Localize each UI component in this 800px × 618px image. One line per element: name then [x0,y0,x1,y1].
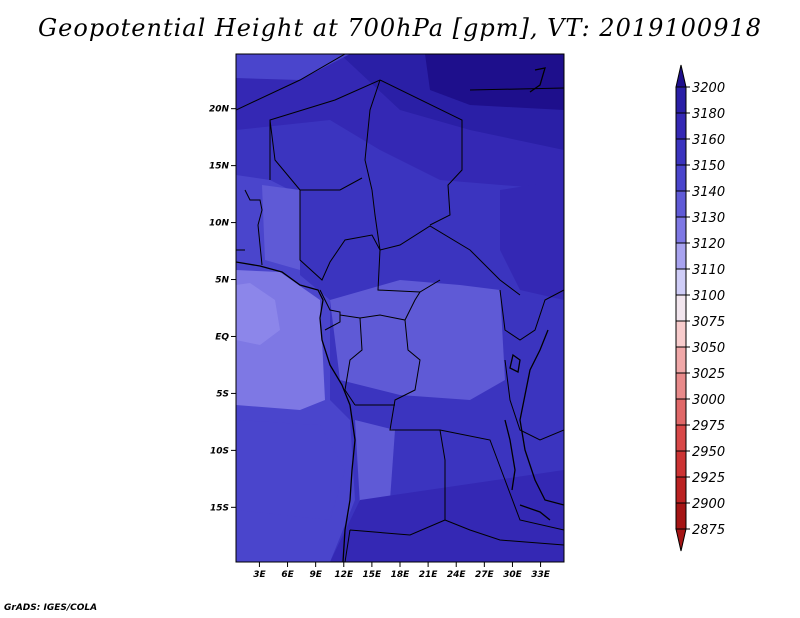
colorbar-label: 2875 [692,523,725,538]
colorbar-swatch [675,164,687,192]
lat-tick-label: EQ [215,332,229,342]
colorbar-label: 3100 [692,289,725,304]
lon-tick-label: 18E [391,570,411,580]
lat-tick-label: 10N [209,219,230,229]
colorbar-swatch [675,190,687,218]
lat-tick-label: 5N [215,276,229,286]
lon-tick-label: 24E [447,570,467,580]
lon-tick-label: 12E [334,570,354,580]
height-field [236,54,564,562]
lon-tick-label: 3E [253,570,266,580]
lon-tick-label: 30E [503,570,523,580]
colorbar-swatch [675,476,687,504]
lon-tick-label: 27E [475,570,495,580]
colorbar-top-arrow [675,64,687,88]
country-borders [236,54,564,562]
colorbar: 3200 3180 3160 3150 3140 3130 3120 3110 3100 3075… [675,64,725,552]
colorbar-swatch [675,320,687,348]
colorbar-label: 3025 [692,367,725,382]
lat-tick-label: 5S [216,389,229,399]
colorbar-swatch [675,450,687,478]
colorbar-label: 3000 [692,393,725,408]
lat-tick-label: 20N [209,105,230,115]
colorbar-swatch [675,346,687,374]
colorbar-label: 3200 [692,81,725,96]
colorbar-swatch [675,294,687,322]
colorbar-swatch [675,424,687,452]
lon-tick-label: 15E [363,570,383,580]
colorbar-label: 3120 [692,237,725,252]
colorbar-label: 3050 [692,341,725,356]
colorbar-label: 3180 [692,107,725,122]
colorbar-swatch [675,86,687,114]
colorbar-label: 3110 [692,263,725,278]
colorbar-swatch [675,216,687,244]
colorbar-swatch [675,112,687,140]
colorbar-label: 2975 [692,419,725,434]
credit-label: GrADS: IGES/COLA [4,603,98,613]
chart-title: Geopotential Height at 700hPa [gpm], VT:… [38,14,762,42]
lat-tick-label: 15N [209,162,230,172]
colorbar-label: 2925 [692,471,725,486]
colorbar-label: 2950 [692,445,725,460]
colorbar-swatch [675,372,687,400]
lon-tick-label: 9E [309,570,322,580]
colorbar-label: 3075 [692,315,725,330]
longitude-axis: 3E 6E 9E 12E 15E 18E 21E 24E 27E 30E 33E [253,562,551,580]
colorbar-swatch [675,138,687,166]
colorbar-swatch [675,398,687,426]
colorbar-label: 3140 [692,185,725,200]
coastlines [236,67,564,562]
lon-tick-label: 6E [281,570,294,580]
colorbar-label: 3150 [692,159,725,174]
colorbar-swatch [675,502,687,530]
colorbar-label: 3130 [692,211,725,226]
colorbar-label: 2900 [692,497,725,512]
colorbar-bottom-arrow [675,528,687,552]
colorbar-swatch [675,242,687,270]
lat-tick-label: 15S [210,503,229,513]
lon-tick-label: 21E [419,570,439,580]
latitude-axis: 20N 15N 10N 5N EQ 5S 10S 15S [209,105,236,513]
colorbar-label: 3160 [692,133,725,148]
colorbar-swatch [675,268,687,296]
lon-tick-label: 33E [531,570,551,580]
lat-tick-label: 10S [210,446,229,456]
